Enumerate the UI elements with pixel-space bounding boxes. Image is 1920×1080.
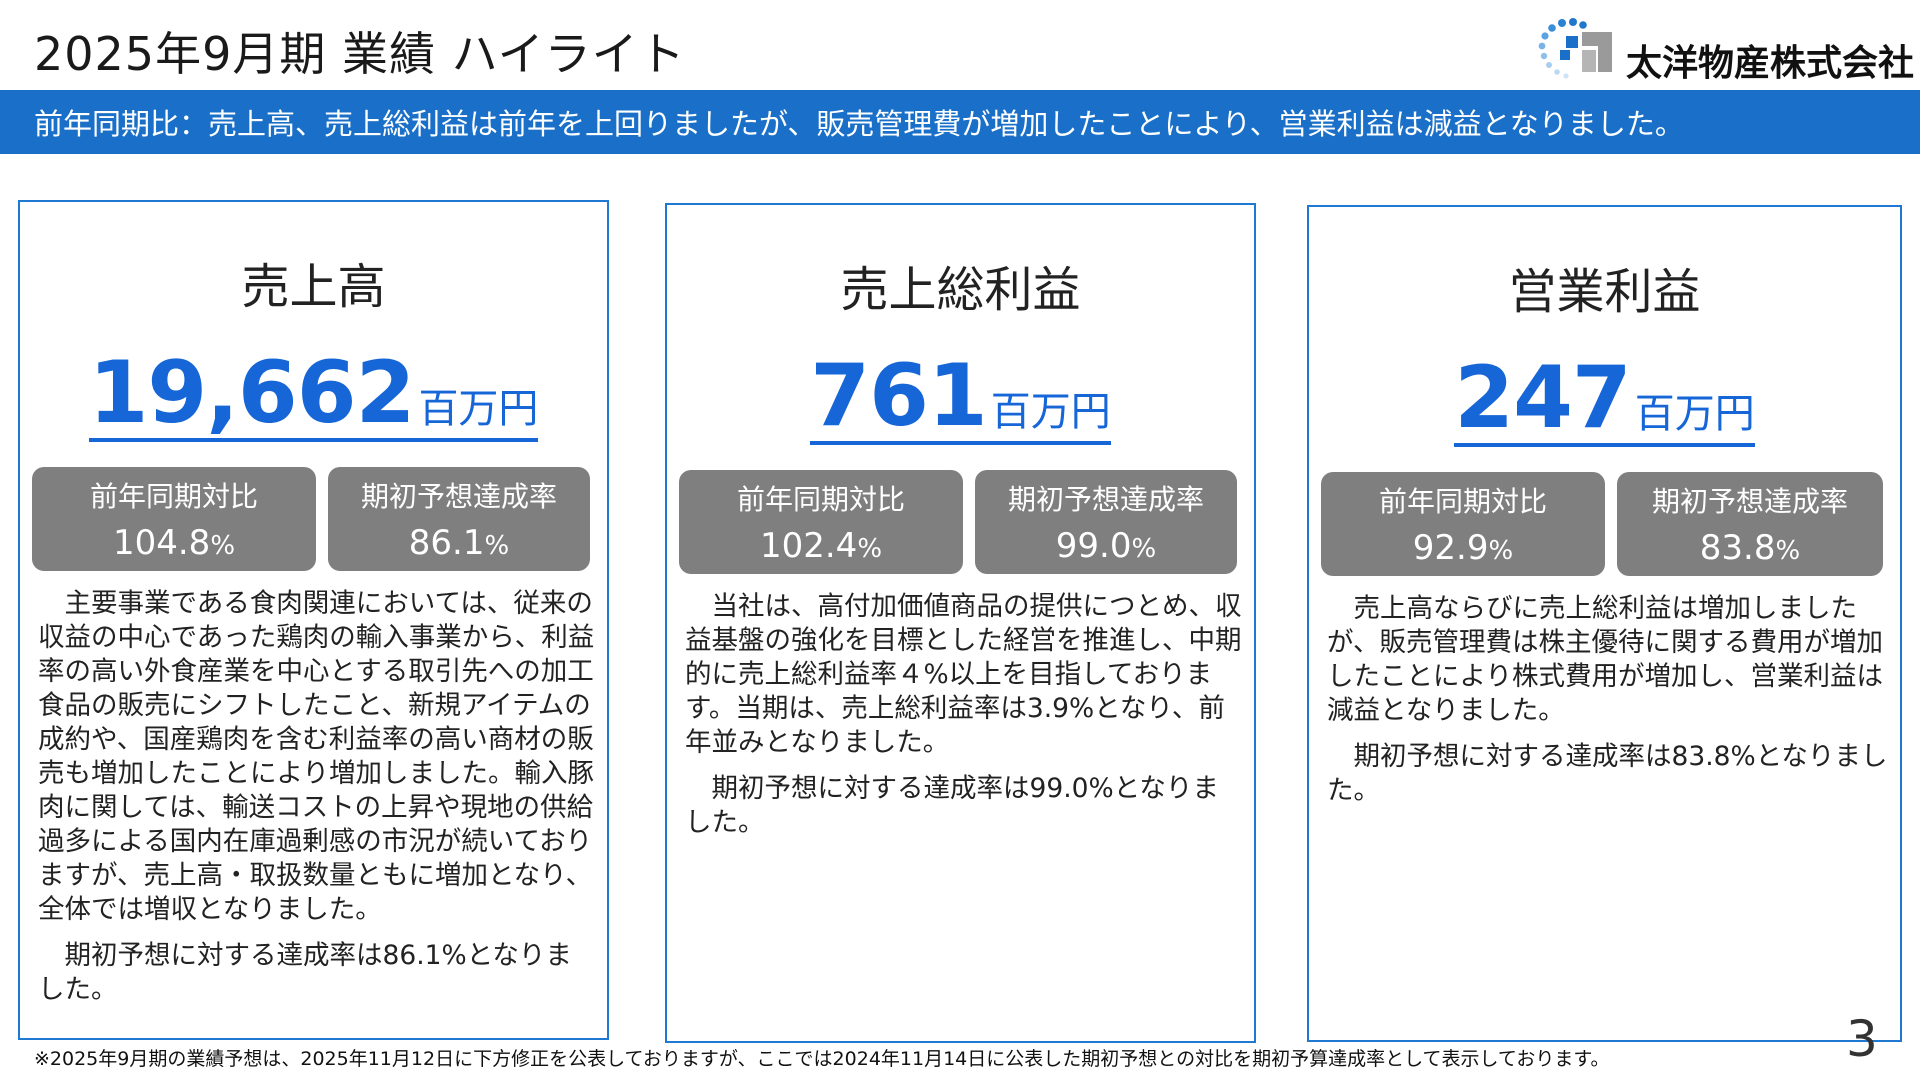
card-title: 売上高 [241,259,386,315]
yoy-label: 前年同期対比 [1378,485,1547,518]
plan-achievement-badge: 期初予想達成率 99.0% [975,470,1237,574]
company-logo: 太洋物産株式会社 [1530,14,1914,84]
yoy-label: 前年同期対比 [89,480,258,513]
kpi-figure: 19,662 百万円 [20,350,607,442]
card-title: 営業利益 [1508,264,1701,320]
card-description: 売上高ならびに売上総利益は増加しましたが、販売管理費は株主優待に関する費用が増加… [1327,592,1888,820]
kpi-value: 761 [810,346,988,446]
description-paragraph: 期初予想に対する達成率は86.1%となりました。 [38,940,572,1005]
description-paragraph: 期初予想に対する達成率は99.0%となりました。 [685,773,1219,838]
plan-achievement-badge: 期初予想達成率 86.1% [328,467,590,571]
page-number: 3 [1846,1010,1878,1068]
kpi-card-sales: 売上高 19,662 百万円 前年同期対比 104.8% 期初予想達成率 86.1… [18,200,609,1040]
page-title: 2025年9月期 業績 ハイライト [34,27,686,81]
yoy-badge: 前年同期対比 104.8% [32,467,316,571]
kpi-unit: 百万円 [418,386,539,432]
yoy-label: 前年同期対比 [736,483,905,516]
kpi-value: 247 [1454,348,1632,448]
description-paragraph: 主要事業である食肉関連においては、従来の収益の中心であった鶏肉の輸入事業から、利… [38,588,595,925]
plan-label: 期初予想達成率 [1007,483,1204,516]
kpi-figure: 761 百万円 [667,353,1254,445]
plan-label: 期初予想達成率 [1651,485,1848,518]
yoy-badge: 前年同期対比 92.9% [1321,472,1605,576]
description-paragraph: 期初予想に対する達成率は83.8%となりました。 [1327,741,1888,806]
yoy-value: 92.9 [1412,528,1489,568]
yoy-value: 104.8 [112,523,211,563]
plan-unit: % [1131,534,1157,564]
plan-unit: % [1775,536,1801,566]
plan-value: 99.0 [1055,526,1132,566]
kpi-value: 19,662 [88,343,416,443]
company-logo-icon [1538,18,1612,79]
description-paragraph: 売上高ならびに売上総利益は増加しましたが、販売管理費は株主優待に関する費用が増加… [1327,593,1883,726]
yoy-unit: % [857,534,883,564]
footnote: ※2025年9月期の業績予想は、2025年11月12日に下方修正を公表しておりま… [34,1048,1610,1070]
description-paragraph: 当社は、高付加価値商品の提供につとめ、収益基盤の強化を目標とした経営を推進し、中… [685,591,1242,758]
kpi-unit: 百万円 [1634,391,1755,437]
plan-label: 期初予想達成率 [360,480,557,513]
summary-banner-text: 前年同期比：売上高、売上総利益は前年を上回りましたが、販売管理費が増加したことに… [34,107,1684,141]
kpi-unit: 百万円 [990,389,1111,435]
yoy-unit: % [210,531,236,561]
summary-banner: 前年同期比：売上高、売上総利益は前年を上回りましたが、販売管理費が増加したことに… [0,90,1920,154]
plan-value: 86.1 [408,523,485,563]
yoy-badge: 前年同期対比 102.4% [679,470,963,574]
kpi-card-operating-profit: 営業利益 247 百万円 前年同期対比 92.9% 期初予想達成率 83.8% 売… [1307,205,1902,1042]
plan-value: 83.8 [1699,528,1776,568]
card-description: 当社は、高付加価値商品の提供につとめ、収益基盤の強化を目標とした経営を推進し、中… [685,590,1242,852]
kpi-figure: 247 百万円 [1309,355,1900,447]
yoy-unit: % [1488,536,1514,566]
plan-unit: % [484,531,510,561]
plan-achievement-badge: 期初予想達成率 83.8% [1617,472,1883,576]
yoy-value: 102.4 [759,526,858,566]
kpi-card-gross-profit: 売上総利益 761 百万円 前年同期対比 102.4% 期初予想達成率 99.0%… [665,203,1256,1043]
company-name: 太洋物産株式会社 [1626,43,1915,84]
card-title: 売上総利益 [840,262,1081,318]
card-description: 主要事業である食肉関連においては、従来の収益の中心であった鶏肉の輸入事業から、利… [38,587,595,1019]
